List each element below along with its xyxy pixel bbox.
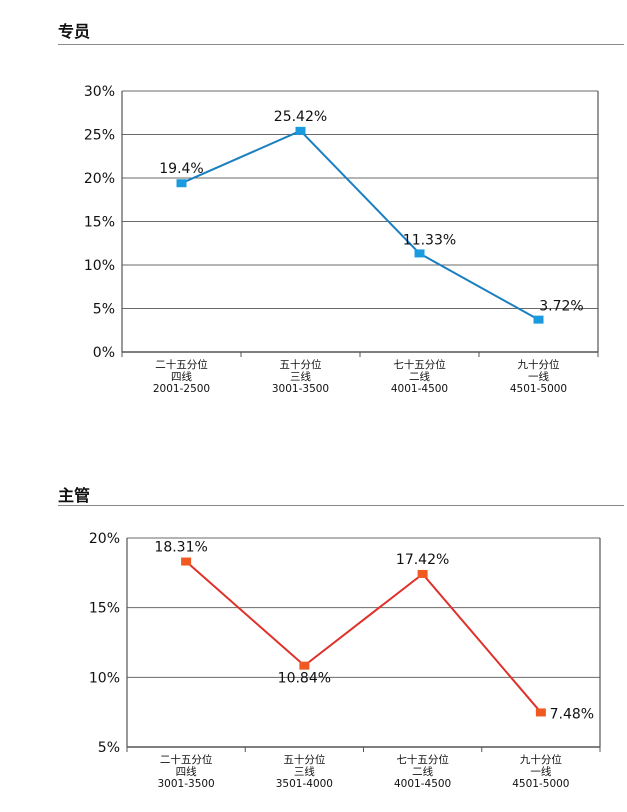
x-tick-label: 一线 (530, 765, 551, 778)
x-tick-label: 4001-4500 (394, 778, 451, 790)
y-tick-label: 5% (93, 302, 115, 318)
data-point-marker (414, 249, 425, 258)
y-tick-label: 20% (89, 531, 120, 547)
data-label: 19.4% (159, 161, 203, 177)
data-point-marker (533, 315, 544, 324)
x-tick-label: 四线 (171, 370, 192, 383)
x-tick-label: 3501-4000 (276, 778, 333, 790)
section-divider (58, 505, 624, 506)
section-title-specialist: 专员 (58, 22, 91, 41)
x-tick-label: 七十五分位 (393, 358, 446, 371)
x-tick-label: 4501-5000 (512, 778, 569, 790)
data-label: 10.84% (278, 671, 331, 687)
data-point-marker (299, 661, 310, 670)
x-tick-label: 二线 (409, 370, 430, 383)
y-tick-label: 25% (84, 128, 115, 144)
data-label: 25.42% (274, 109, 327, 125)
data-point-marker (176, 179, 187, 188)
y-tick-label: 10% (89, 670, 120, 686)
y-tick-label: 10% (84, 258, 115, 274)
y-tick-label: 5% (98, 740, 120, 756)
y-tick-label: 15% (84, 215, 115, 231)
data-label: 18.31% (154, 540, 207, 556)
x-tick-label: 2001-2500 (153, 383, 210, 395)
y-tick-label: 0% (93, 345, 115, 361)
y-tick-label: 15% (89, 601, 120, 617)
x-tick-label: 四线 (176, 765, 197, 778)
x-tick-label: 七十五分位 (396, 753, 449, 766)
y-tick-label: 30% (84, 84, 115, 100)
x-tick-label: 3001-3500 (158, 778, 215, 790)
y-tick-label: 20% (84, 171, 115, 187)
data-label: 11.33% (403, 232, 456, 248)
data-label: 7.48% (550, 706, 594, 722)
data-label: 17.42% (396, 552, 449, 568)
data-point-marker (535, 708, 546, 717)
x-tick-label: 五十分位 (283, 753, 325, 766)
x-tick-label: 二十五分位 (155, 358, 208, 371)
x-tick-label: 4001-4500 (391, 383, 448, 395)
x-tick-label: 3001-3500 (272, 383, 329, 395)
x-tick-label: 二十五分位 (160, 753, 213, 766)
data-point-marker (181, 557, 192, 566)
section-divider (58, 44, 624, 45)
data-label: 3.72% (539, 299, 583, 315)
data-point-marker (295, 126, 306, 135)
x-tick-label: 三线 (294, 765, 315, 778)
data-point-marker (417, 569, 428, 578)
series-line (185, 560, 542, 714)
x-tick-label: 三线 (290, 370, 311, 383)
x-tick-label: 九十分位 (520, 753, 562, 766)
series-line (181, 129, 539, 321)
x-tick-label: 五十分位 (280, 358, 322, 371)
section-title-supervisor: 主管 (58, 486, 91, 505)
x-tick-label: 九十分位 (518, 358, 560, 371)
x-tick-label: 一线 (528, 370, 549, 383)
x-tick-label: 二线 (412, 765, 433, 778)
x-tick-label: 4501-5000 (510, 383, 567, 395)
